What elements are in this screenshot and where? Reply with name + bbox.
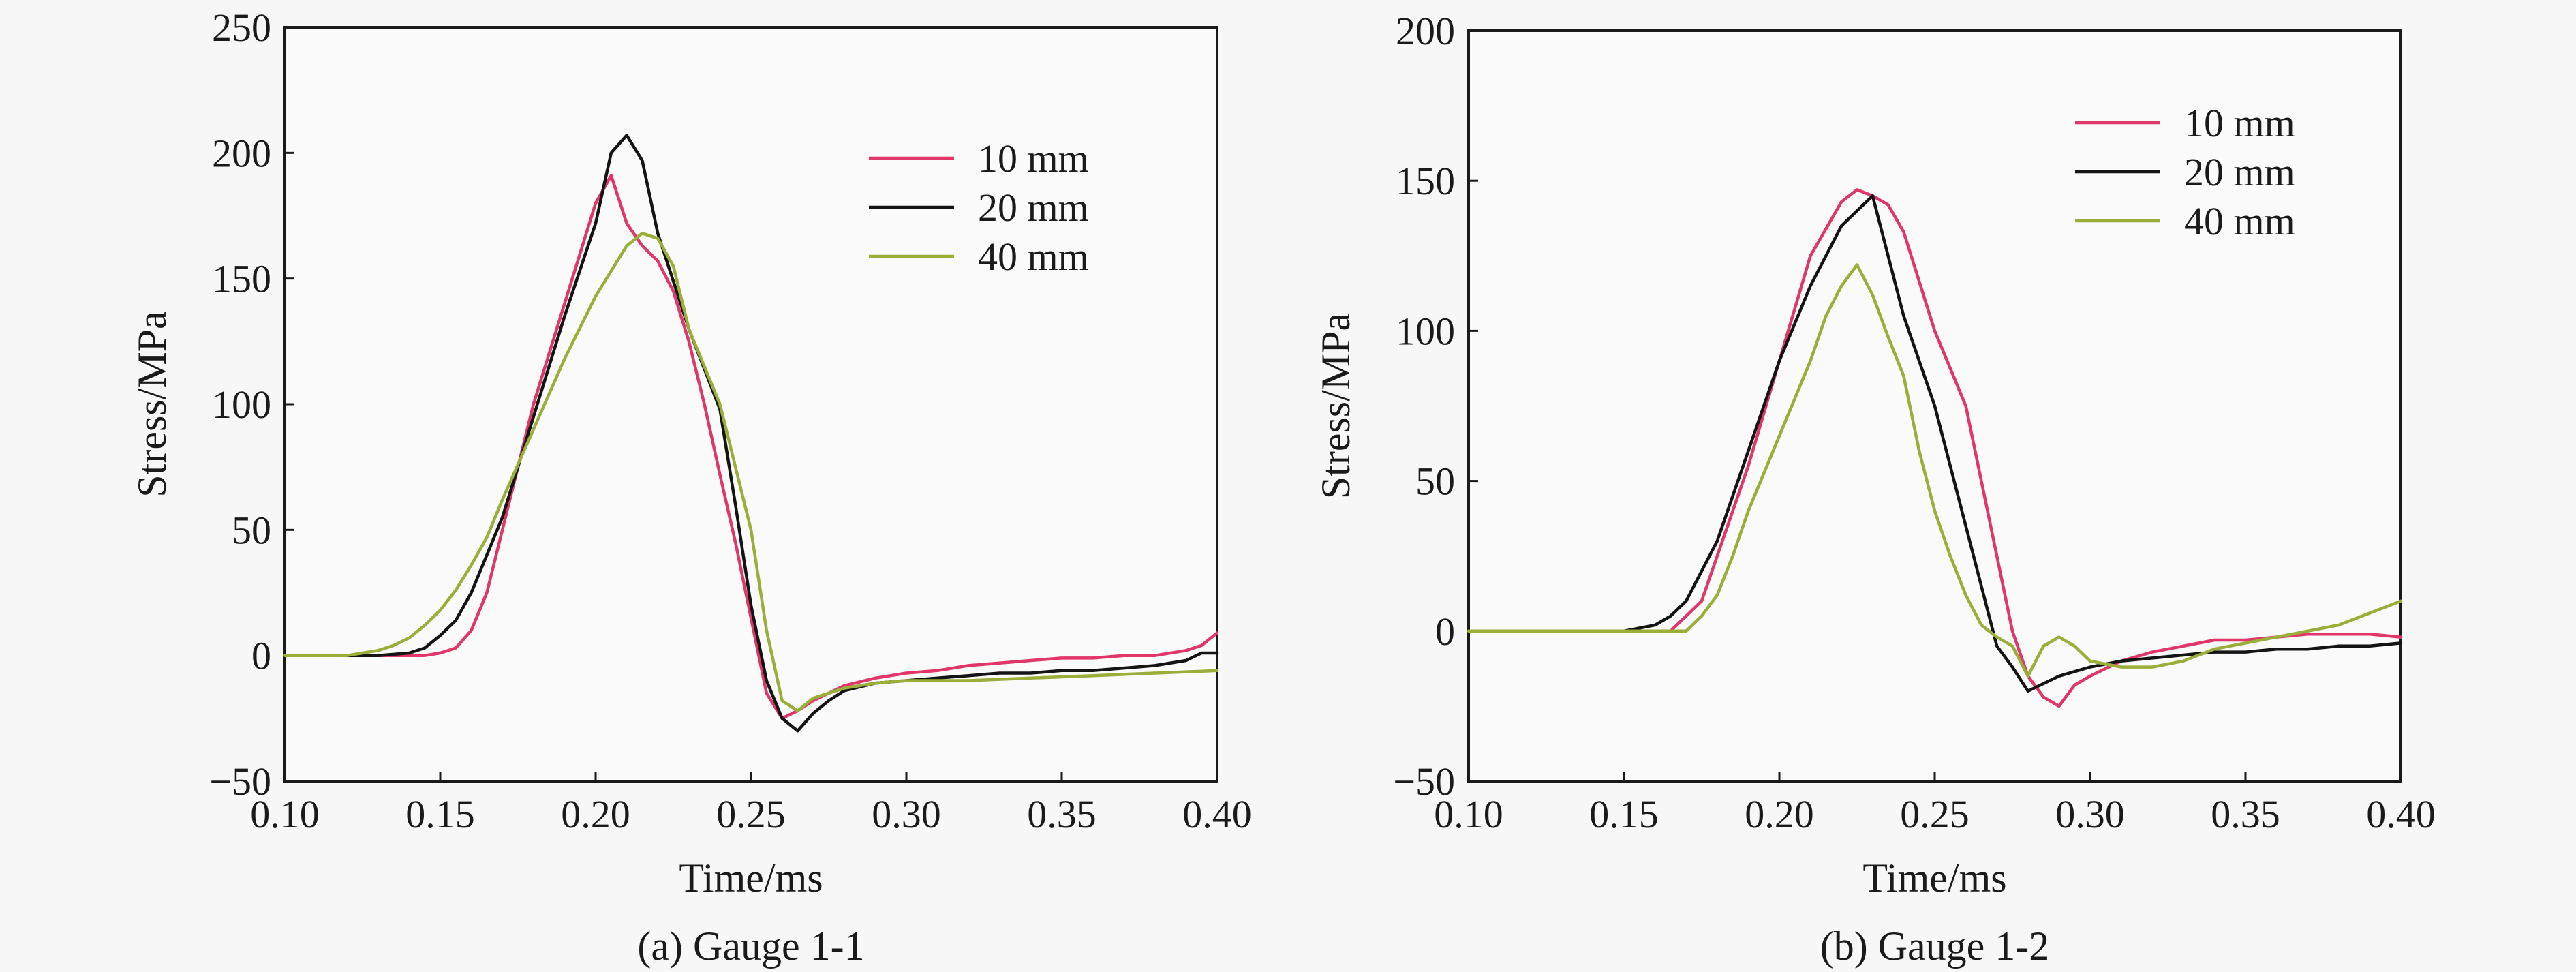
y-tick-label: 200 bbox=[1396, 9, 1455, 53]
legend-label-40mm: 40 mm bbox=[2184, 199, 2295, 243]
y-axis-label: Stress/MPa bbox=[129, 311, 174, 497]
x-axis-label: Time/ms bbox=[1862, 855, 2006, 900]
series-line-10mm bbox=[1467, 188, 2403, 708]
y-tick-label: 50 bbox=[1415, 459, 1455, 504]
y-tick-label: 250 bbox=[212, 5, 271, 50]
tick-marks bbox=[1467, 29, 2402, 783]
series-line-20mm bbox=[1467, 194, 2403, 693]
x-tick-labels: 0.10 0.15 0.20 0.25 0.30 0.35 0.40 bbox=[250, 792, 1252, 836]
y-tick-label: 50 bbox=[232, 508, 271, 552]
y-tick-label: 0 bbox=[251, 634, 271, 678]
x-tick-labels: 0.10 0.15 0.20 0.25 0.30 0.35 0.40 bbox=[1434, 792, 2436, 836]
x-tick-label: 0.15 bbox=[405, 792, 475, 836]
legend-label-40mm: 40 mm bbox=[978, 234, 1089, 279]
x-tick-label: 0.35 bbox=[1027, 792, 1097, 836]
series-line-20mm bbox=[283, 134, 1219, 733]
x-tick-label: 0.20 bbox=[1745, 792, 1814, 836]
y-tick-label: 150 bbox=[1396, 159, 1455, 203]
x-tick-label: 0.10 bbox=[250, 792, 320, 836]
y-tick-labels: −50 0 50 100 150 200 bbox=[1393, 9, 1455, 804]
series-line-10mm bbox=[283, 174, 1219, 720]
panel-gauge-1-1: 0.10 0.15 0.20 0.25 0.30 0.35 0.40 −50 0… bbox=[129, 5, 1252, 969]
legend: 10 mm 20 mm 40 mm bbox=[869, 136, 1089, 279]
series-line-40mm bbox=[283, 232, 1219, 713]
y-tick-labels: −50 0 50 100 150 200 250 bbox=[209, 5, 271, 804]
series-lines bbox=[283, 134, 1219, 733]
legend: 10 mm 20 mm 40 mm bbox=[2075, 101, 2295, 243]
y-tick-label: 100 bbox=[212, 382, 271, 427]
x-tick-label: 0.20 bbox=[561, 792, 630, 836]
x-tick-label: 0.40 bbox=[1182, 792, 1252, 836]
series-lines bbox=[1467, 188, 2403, 708]
x-tick-label: 0.10 bbox=[1434, 792, 1503, 836]
legend-label-20mm: 20 mm bbox=[978, 185, 1089, 230]
panel-caption: (b) Gauge 1-2 bbox=[1820, 924, 2050, 969]
legend-label-10mm: 10 mm bbox=[978, 136, 1089, 181]
series-line-40mm bbox=[1467, 263, 2403, 678]
x-axis-label: Time/ms bbox=[679, 855, 823, 900]
y-axis-label: Stress/MPa bbox=[1313, 313, 1358, 499]
y-tick-label: −50 bbox=[209, 759, 271, 804]
panel-gauge-1-2: 0.10 0.15 0.20 0.25 0.30 0.35 0.40 −50 0… bbox=[1313, 9, 2436, 969]
x-tick-label: 0.35 bbox=[2211, 792, 2280, 836]
y-tick-label: 200 bbox=[212, 131, 271, 175]
x-tick-label: 0.30 bbox=[2055, 792, 2125, 836]
panel-caption: (a) Gauge 1-1 bbox=[637, 924, 864, 969]
plot-frame bbox=[283, 26, 1218, 783]
x-tick-label: 0.25 bbox=[716, 792, 786, 836]
x-tick-label: 0.25 bbox=[1900, 792, 1969, 836]
x-tick-label: 0.15 bbox=[1589, 792, 1659, 836]
legend-label-10mm: 10 mm bbox=[2184, 101, 2295, 145]
legend-label-20mm: 20 mm bbox=[2184, 150, 2295, 194]
y-tick-label: 0 bbox=[1435, 609, 1455, 654]
y-tick-label: −50 bbox=[1393, 759, 1455, 804]
x-tick-label: 0.40 bbox=[2366, 792, 2436, 836]
x-tick-label: 0.30 bbox=[872, 792, 941, 836]
y-tick-label: 150 bbox=[212, 257, 271, 301]
y-tick-label: 100 bbox=[1396, 309, 1455, 353]
